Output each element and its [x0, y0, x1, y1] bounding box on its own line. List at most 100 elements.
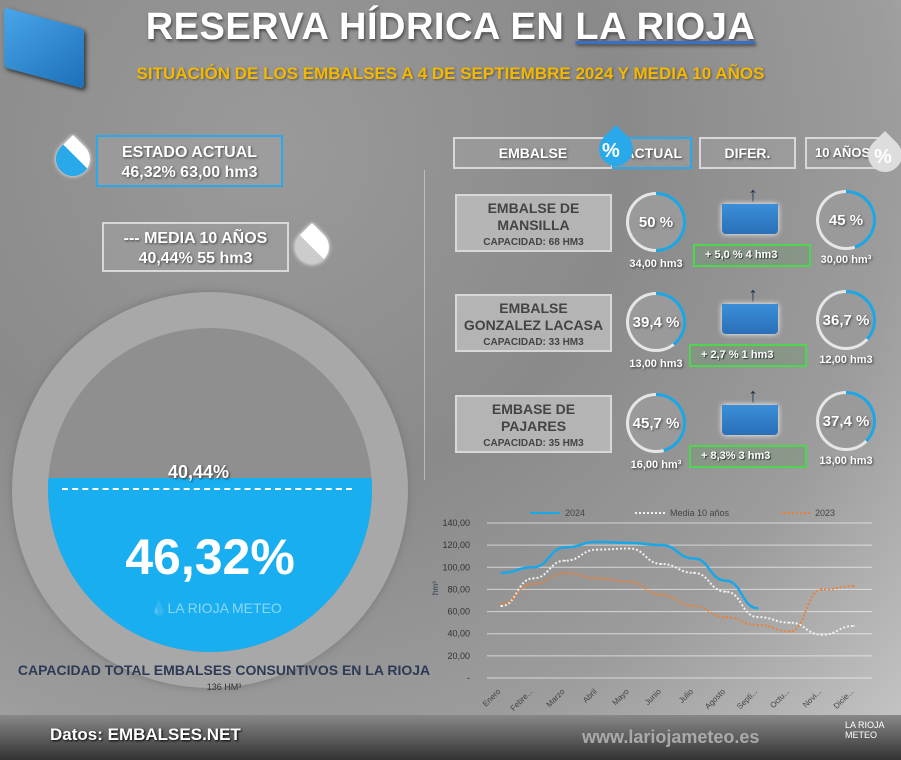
x-tick-label: Marzo: [545, 687, 567, 709]
data-point: [500, 572, 502, 574]
avg-status-value: 40,44% 55 hm3: [138, 250, 253, 267]
avg-hm: 12,00 hm3: [819, 354, 873, 366]
divider: [424, 170, 425, 480]
x-tick-label: Septi...: [735, 687, 759, 711]
data-point: [628, 542, 631, 544]
avg-pct: 45 %: [819, 193, 873, 247]
capacity-label: CAPACIDAD TOTAL EMBALSES CONSUNTIVOS EN …: [17, 662, 431, 678]
data-point: [821, 634, 823, 636]
avg-hm: 13,00 hm3: [819, 455, 873, 467]
x-tick-label: Mayo: [611, 687, 632, 708]
data-source: Datos: EMBALSES.NET: [50, 725, 241, 744]
data-point: [789, 630, 791, 633]
actual-hm: 16,00 hm³: [630, 459, 682, 471]
data-point: [660, 544, 663, 546]
data-point: [757, 607, 759, 610]
reservoir-name: GONZALEZ LACASA: [463, 317, 604, 333]
actual-hm: 13,00 hm3: [629, 358, 683, 370]
data-point: [821, 588, 823, 591]
actual-ring: 45,7 %: [626, 393, 686, 453]
avg-status-box: --- MEDIA 10 AÑOS 40,44% 55 hm3: [102, 222, 289, 272]
percent-symbol: %: [602, 140, 620, 162]
x-tick-label: Novi...: [801, 687, 823, 709]
page-subtitle: SITUACIÓN DE LOS EMBALSES A 4 DE SEPTIEM…: [136, 64, 765, 83]
header-difer: DIFER.: [699, 137, 796, 169]
x-tick-label: Junio: [643, 687, 663, 707]
data-point: [500, 605, 502, 607]
y-tick-label: 60,00: [447, 607, 470, 617]
x-tick-label: Dicie...: [832, 687, 856, 711]
data-point: [660, 594, 663, 596]
current-status-box: ESTADO ACTUAL 46,32% 63,00 hm3: [96, 135, 283, 187]
x-tick-label: Agosto: [703, 687, 727, 711]
data-point: [532, 583, 534, 585]
current-status-value: 46,32% 63,00 hm3: [121, 164, 258, 181]
actual-pct: 45,7 %: [629, 396, 683, 450]
reservoir-name: PAJARES: [500, 418, 567, 434]
data-point: [596, 541, 599, 543]
current-pct-label: 46,32%: [125, 529, 295, 585]
water-drop-blue-icon: [48, 134, 98, 184]
water-rise-icon: ↑: [722, 385, 778, 435]
y-axis-label: hm³: [431, 581, 440, 595]
reservoir-name: EMBASE DE: [491, 401, 576, 417]
difference-box: + 5,0 % 4 hm3: [693, 244, 811, 267]
reservoir-name-box: EMBALSE GONZALEZ LACASA CAPACIDAD: 33 HM…: [455, 294, 612, 352]
water-rise-icon: ↑: [722, 284, 778, 334]
y-tick-label: 120,00: [442, 540, 470, 550]
actual-hm: 34,00 hm3: [629, 258, 683, 270]
data-point: [789, 621, 791, 624]
reservoir-capacity: CAPACIDAD: 33 HM3: [483, 337, 584, 348]
difference-box: + 8,3% 3 hm3: [689, 445, 807, 468]
data-point: [596, 577, 599, 580]
avg-ring: 37,4 %: [816, 391, 876, 451]
data-point: [757, 616, 759, 618]
avg-hm: 30,00 hm³: [820, 254, 872, 266]
avg-ring: 36,7 %: [816, 290, 876, 350]
avg-pct: 37,4 %: [819, 394, 873, 448]
actual-pct: 39,4 %: [629, 295, 683, 349]
legend-label: Media 10 años: [670, 508, 730, 518]
actual-pct: 50 %: [629, 195, 683, 249]
reservoir-chart: - 20,00 40,00 60,00 80,00 100,00 120,00 140,00 h…: [431, 508, 872, 713]
footer: Datos: EMBALSES.NET www.lariojameteo.es …: [0, 715, 901, 760]
data-point: [660, 563, 663, 565]
data-point: [628, 580, 631, 583]
series-line-0: [500, 540, 759, 610]
series-line-1: [500, 547, 855, 636]
data-point: [757, 624, 759, 626]
reservoir-name-box: EMBALSE DE MANSILLA CAPACIDAD: 68 HM3: [455, 194, 612, 252]
x-tick-label: Octu...: [768, 687, 791, 710]
data-point: [564, 546, 566, 549]
reservoir-capacity: CAPACIDAD: 35 HM3: [483, 438, 584, 449]
gauge-fill: [48, 478, 372, 652]
x-tick-label: Enero: [481, 687, 503, 709]
legend-label: 2023: [815, 508, 835, 518]
reservoir-name: MANSILLA: [497, 217, 570, 233]
data-point: [628, 547, 631, 550]
data-point: [596, 548, 599, 551]
data-point: [532, 577, 534, 580]
data-point: [692, 605, 695, 607]
footer-logo: LA RIOJA METEO: [845, 720, 885, 740]
data-point: [724, 590, 727, 593]
website-link[interactable]: www.lariojameteo.es: [582, 727, 760, 747]
page-title: RESERVA HÍDRICA EN LA RIOJA: [145, 6, 756, 48]
y-tick-label: 20,00: [447, 651, 470, 661]
actual-ring: 39,4 %: [626, 292, 686, 352]
y-tick-label: -: [467, 673, 470, 683]
y-tick-label: 140,00: [442, 518, 470, 528]
avg-status-label: --- MEDIA 10 AÑOS: [123, 230, 268, 247]
reservoir-name: EMBALSE: [499, 300, 568, 316]
water-drop-gray-icon: [287, 222, 337, 272]
data-point: [853, 585, 855, 587]
x-tick-label: Febre...: [509, 687, 535, 713]
reservoir-gauge: 40,44% 46,32% 💧LA RIOJA METEO: [12, 292, 408, 688]
legend-label: 2024: [565, 508, 585, 518]
current-status-label: ESTADO ACTUAL: [121, 144, 258, 161]
reservoir-name: EMBALSE DE: [487, 200, 580, 216]
header-embalse: EMBALSE: [453, 137, 613, 169]
actual-ring: 50 %: [626, 192, 686, 252]
data-point: [724, 616, 727, 618]
y-tick-label: 40,00: [447, 629, 470, 639]
